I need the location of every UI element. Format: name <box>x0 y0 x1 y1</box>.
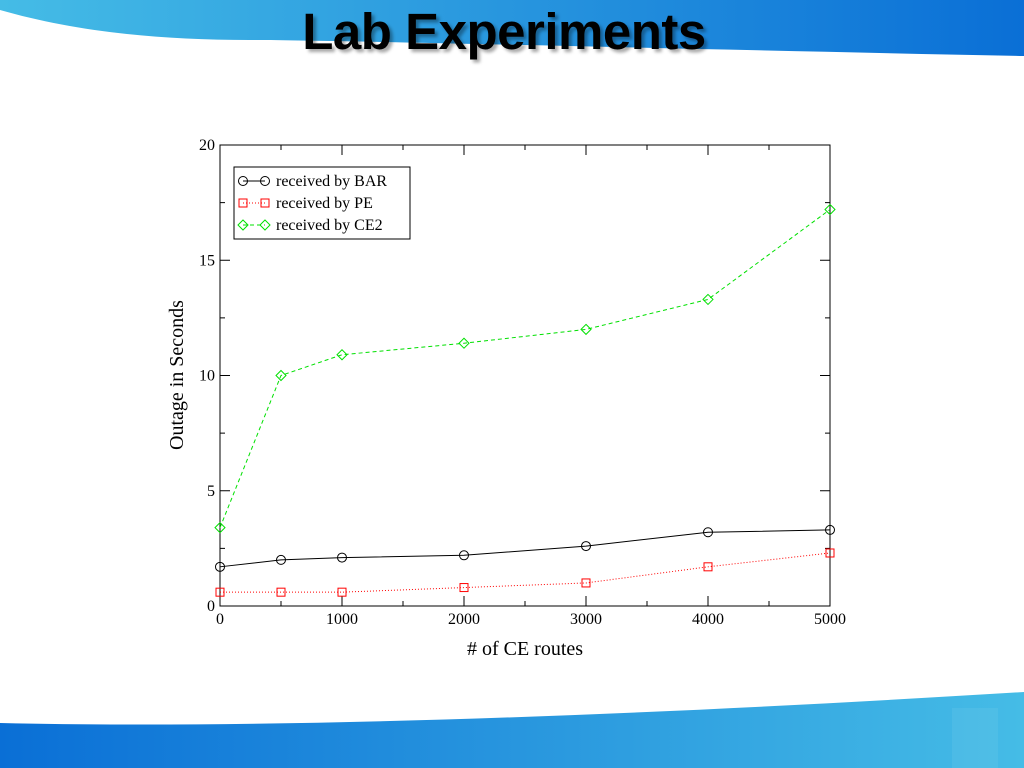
data-point <box>581 578 591 588</box>
data-point <box>459 583 469 593</box>
series-line <box>220 552 831 593</box>
slide-title: Lab Experiments <box>302 3 706 60</box>
data-point <box>214 521 226 534</box>
legend: received by BAR received by PE received by… <box>233 166 411 240</box>
legend-marker <box>260 176 270 186</box>
x-axis-label: # of CE routes <box>467 638 583 660</box>
x-tick-label: 3000 <box>570 611 602 628</box>
legend-label: received by BAR <box>276 173 387 190</box>
legend-item: received by CE2 <box>237 217 383 234</box>
top-band <box>0 0 1024 56</box>
bottom-band <box>0 692 1024 768</box>
x-tick-label: 5000 <box>814 611 846 628</box>
data-point <box>275 369 287 382</box>
y-tick-label: 0 <box>207 598 215 615</box>
data-point <box>825 548 835 558</box>
series-line <box>219 209 831 528</box>
y-tick-label: 10 <box>199 368 215 385</box>
data-point <box>459 550 469 561</box>
legend-item: received by BAR <box>238 173 387 190</box>
y-tick-label: 20 <box>199 137 215 154</box>
data-point <box>580 323 592 336</box>
legend-marker <box>238 198 248 208</box>
data-point <box>336 349 348 361</box>
x-tick-label: 0 <box>216 611 224 628</box>
data-point <box>458 337 470 349</box>
data-point <box>703 527 713 538</box>
legend-label: received by PE <box>276 195 373 212</box>
series-1 <box>215 524 835 572</box>
y-tick-label: 15 <box>199 252 215 269</box>
data-point <box>276 587 286 597</box>
axis-ticks: 0 1000 2000 3000 4000 5000 0 5 10 15 20 <box>199 137 846 628</box>
x-tick-label: 2000 <box>448 611 480 628</box>
legend-items: received by BAR received by PE received by… <box>237 173 387 234</box>
data-point <box>824 203 836 216</box>
data-point <box>215 587 225 597</box>
legend-marker <box>259 219 271 231</box>
data-point <box>215 561 225 572</box>
data-point <box>581 541 591 552</box>
series-group <box>214 203 836 597</box>
series-2 <box>215 548 835 597</box>
series-3 <box>214 203 836 534</box>
legend-label: received by CE2 <box>276 217 383 234</box>
data-point <box>276 554 286 565</box>
x-tick-label: 4000 <box>692 611 724 628</box>
legend-box <box>233 166 411 240</box>
legend-marker <box>260 198 270 208</box>
data-point <box>337 587 347 597</box>
legend-item: received by PE <box>238 195 373 212</box>
series-line <box>219 529 831 568</box>
legend-marker <box>237 219 249 231</box>
data-point <box>825 524 835 535</box>
x-tick-label: 1000 <box>326 611 358 628</box>
data-point <box>703 562 713 572</box>
corner-box <box>952 708 998 768</box>
data-point <box>337 552 347 563</box>
y-tick-label: 5 <box>207 483 215 500</box>
data-point <box>702 293 714 306</box>
legend-marker <box>238 176 248 186</box>
y-axis-label: Outage in Seconds <box>166 300 188 450</box>
